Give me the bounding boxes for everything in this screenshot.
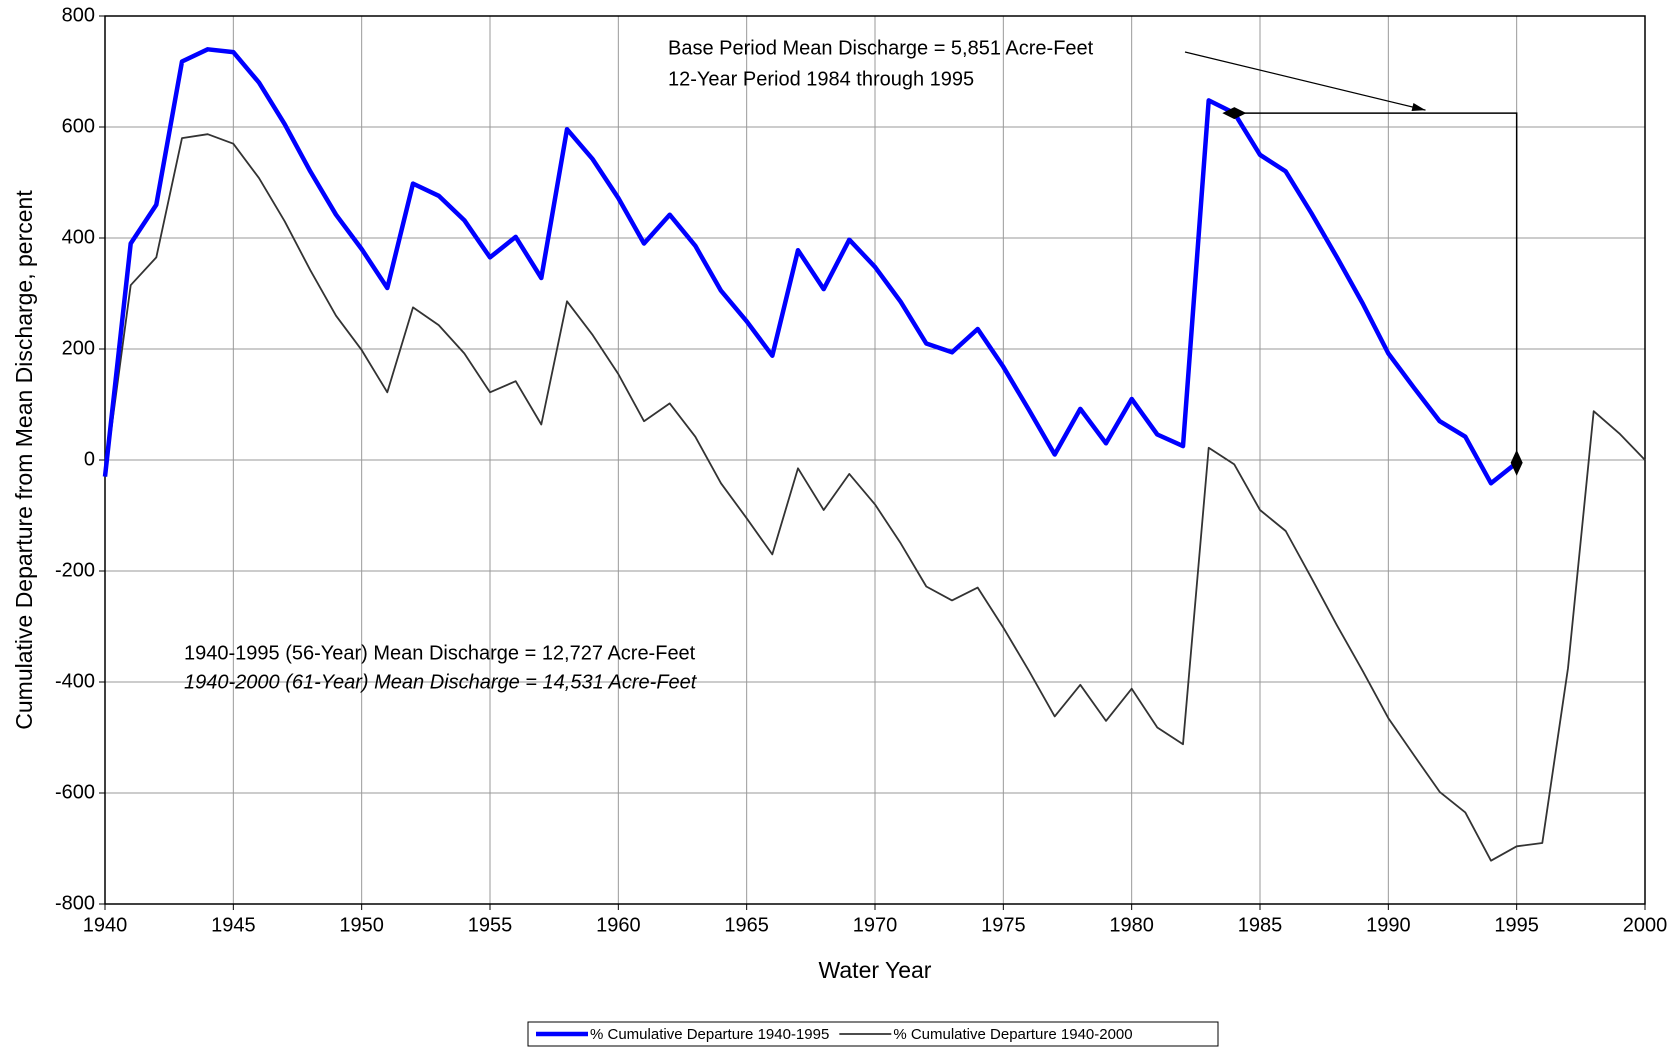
y-tick-label: 0 — [84, 448, 95, 470]
y-tick-label: -800 — [55, 892, 95, 914]
y-tick-label: -600 — [55, 781, 95, 803]
y-tick-label: 600 — [62, 115, 95, 137]
series-line — [102, 47, 1519, 486]
y-tick-label: 200 — [62, 337, 95, 359]
legend-label: % Cumulative Departure 1940-2000 — [893, 1026, 1132, 1043]
x-tick-label: 2000 — [1623, 914, 1668, 936]
x-tick-label: 1950 — [339, 914, 384, 936]
x-tick-label: 1990 — [1366, 914, 1411, 936]
y-tick-label: 800 — [62, 4, 95, 26]
x-tick-label: 1955 — [468, 914, 513, 936]
legend-label: % Cumulative Departure 1940-1995 — [590, 1026, 829, 1043]
x-tick-label: 1985 — [1238, 914, 1283, 936]
marker-diamond — [1510, 449, 1523, 476]
y-tick-label: -200 — [55, 559, 95, 581]
x-tick-label: 1975 — [981, 914, 1026, 936]
annotation: 12-Year Period 1984 through 1995 — [668, 68, 974, 90]
annotation: Base Period Mean Discharge = 5,851 Acre-… — [668, 37, 1094, 59]
x-tick-label: 1940 — [83, 914, 128, 936]
series-line — [104, 133, 1646, 862]
arrow-head — [1411, 102, 1426, 112]
x-tick-label: 1945 — [211, 914, 256, 936]
x-axis-label: Water Year — [819, 957, 932, 983]
x-tick-label: 1960 — [596, 914, 641, 936]
legend: % Cumulative Departure 1940-1995 % Cumula… — [527, 1021, 1219, 1047]
annotation: 1940-1995 (56-Year) Mean Discharge = 12,… — [184, 642, 696, 664]
bracket — [1234, 112, 1518, 463]
marker-diamond — [1222, 107, 1247, 120]
y-tick-label: -400 — [55, 670, 95, 692]
x-tick-label: 1980 — [1109, 914, 1154, 936]
annotation: 1940-2000 (61-Year) Mean Discharge = 14,… — [184, 671, 698, 693]
x-tick-label: 1965 — [724, 914, 769, 936]
arrow-shaft — [1184, 51, 1426, 111]
x-tick-label: 1995 — [1494, 914, 1539, 936]
y-axis-label: Cumulative Departure from Mean Discharge… — [11, 190, 37, 730]
y-tick-label: 400 — [62, 226, 95, 248]
x-tick-label: 1970 — [853, 914, 898, 936]
